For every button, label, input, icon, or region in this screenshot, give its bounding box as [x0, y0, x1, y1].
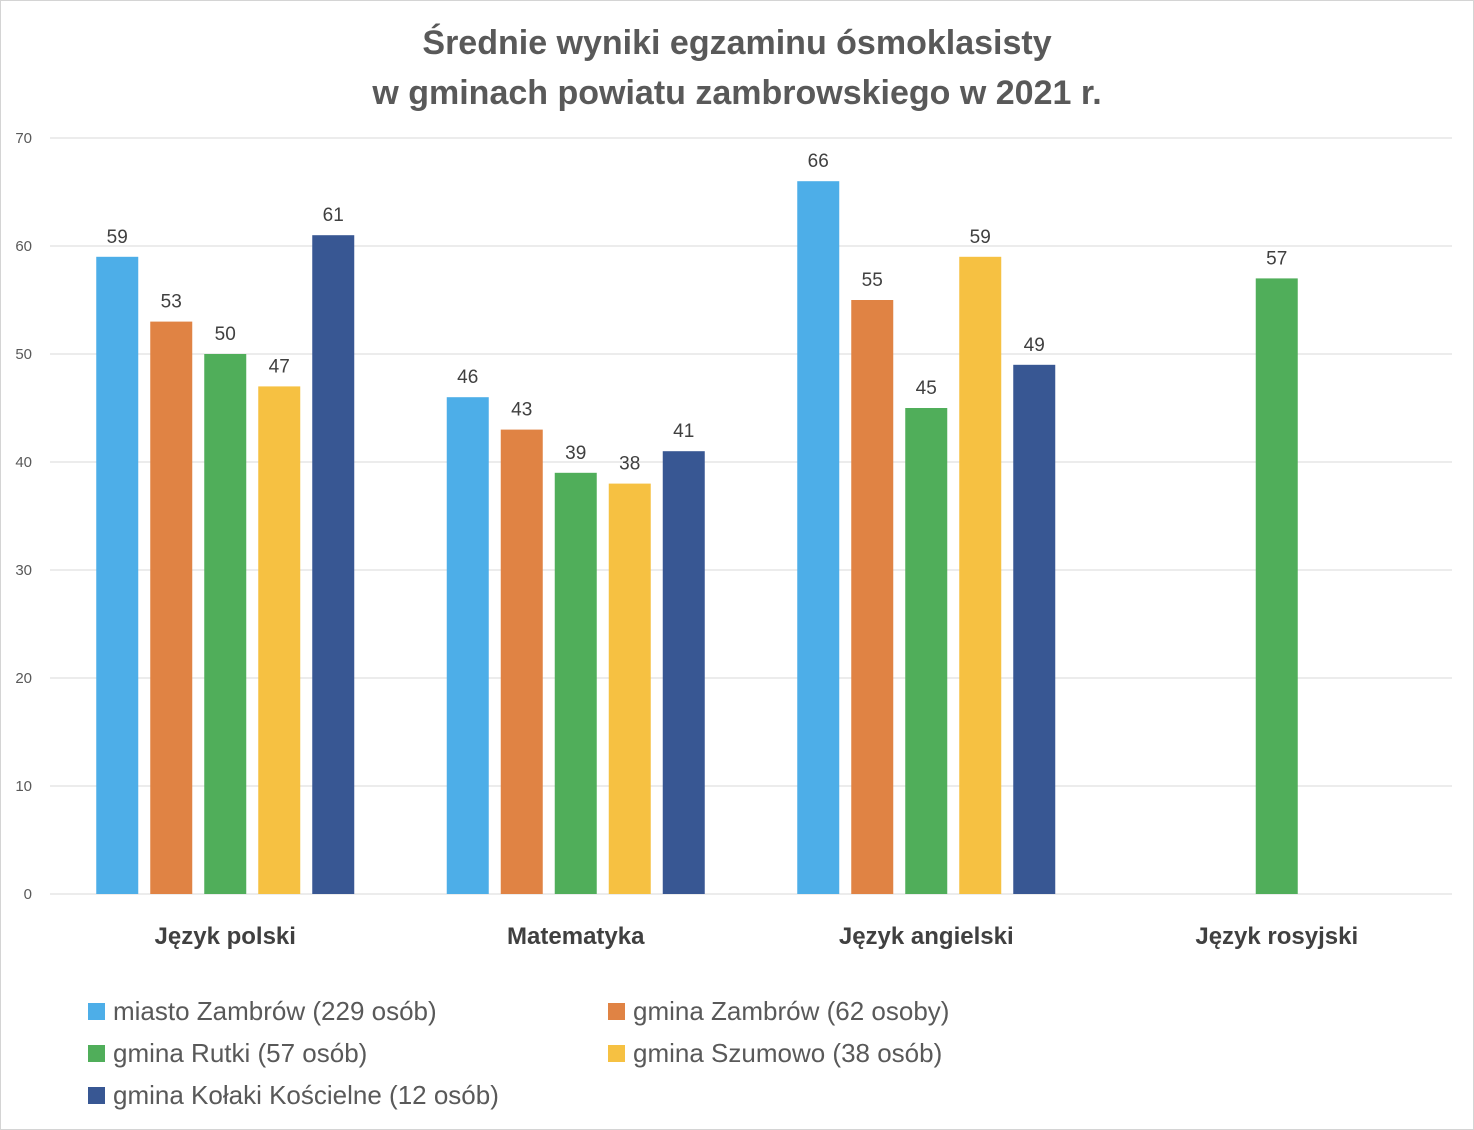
- y-tick-label: 40: [15, 454, 32, 471]
- bar: [150, 321, 193, 895]
- y-tick-label: 30: [15, 562, 32, 579]
- x-category-label: Język polski: [155, 923, 296, 950]
- data-label: 53: [161, 292, 182, 313]
- bar: [1255, 278, 1298, 894]
- chart-title: Średnie wyniki egzaminu ósmoklasisty w g…: [0, 18, 1474, 118]
- x-category-label: Język rosyjski: [1195, 923, 1358, 950]
- legend-item: miasto Zambrów (229 osób): [88, 996, 437, 1027]
- data-label: 46: [457, 367, 478, 388]
- bar: [851, 300, 894, 894]
- data-label: 43: [511, 400, 532, 421]
- x-category-label: Język angielski: [839, 923, 1014, 950]
- bar: [554, 472, 597, 894]
- legend-swatch: [88, 1045, 105, 1062]
- data-label: 39: [565, 443, 586, 464]
- bar-chart: 0 10 20 30 40 50 60 70 59 53 50 47 61 Język polski 46 4…: [15, 130, 1452, 950]
- data-label: 61: [323, 205, 344, 226]
- y-tick-label: 10: [15, 778, 32, 795]
- legend-item: gmina Zambrów (62 osoby): [608, 996, 949, 1027]
- x-category-label: Matematyka: [507, 923, 645, 950]
- bar: [446, 397, 489, 894]
- data-label: 59: [107, 227, 128, 248]
- data-label: 59: [970, 227, 991, 248]
- chart-title-line-1: Średnie wyniki egzaminu ósmoklasisty: [422, 24, 1052, 62]
- legend-swatch: [608, 1003, 625, 1020]
- y-tick-label: 60: [15, 238, 32, 255]
- y-tick-label: 0: [24, 886, 32, 903]
- y-tick-label: 50: [15, 346, 32, 363]
- bar: [96, 256, 139, 894]
- bar: [312, 235, 355, 894]
- bar: [204, 354, 247, 894]
- legend-item: gmina Szumowo (38 osób): [608, 1038, 942, 1069]
- bar: [959, 256, 1002, 894]
- legend-swatch: [88, 1087, 105, 1104]
- data-label: 47: [269, 356, 290, 377]
- legend-label: gmina Kołaki Kościelne (12 osób): [113, 1080, 499, 1110]
- data-label: 38: [619, 454, 640, 475]
- data-label: 41: [673, 421, 694, 442]
- data-label: 55: [862, 270, 883, 291]
- legend-label: gmina Szumowo (38 osób): [633, 1038, 943, 1068]
- legend-swatch: [608, 1045, 625, 1062]
- bar: [258, 386, 301, 894]
- legend-label: gmina Zambrów (62 osoby): [633, 996, 950, 1026]
- bar: [662, 451, 705, 894]
- data-label: 49: [1024, 335, 1045, 356]
- legend-swatch: [88, 1003, 105, 1020]
- data-label: 50: [215, 324, 236, 345]
- legend-item: gmina Rutki (57 osób): [88, 1038, 367, 1069]
- y-tick-label: 20: [15, 670, 32, 687]
- data-label: 45: [916, 378, 937, 399]
- data-label: 57: [1266, 248, 1287, 269]
- legend-item: gmina Kołaki Kościelne (12 osób): [88, 1080, 499, 1111]
- legend-label: miasto Zambrów (229 osób): [113, 996, 437, 1026]
- y-tick-label: 70: [15, 130, 32, 147]
- bar: [500, 429, 543, 894]
- bar: [1013, 364, 1056, 894]
- bar: [797, 181, 840, 894]
- bar: [905, 408, 948, 894]
- chart-title-line-2: w gminach powiatu zambrowskiego w 2021 r…: [372, 74, 1102, 112]
- legend-label: gmina Rutki (57 osób): [113, 1038, 368, 1068]
- data-label: 66: [808, 151, 829, 172]
- bar: [608, 483, 651, 894]
